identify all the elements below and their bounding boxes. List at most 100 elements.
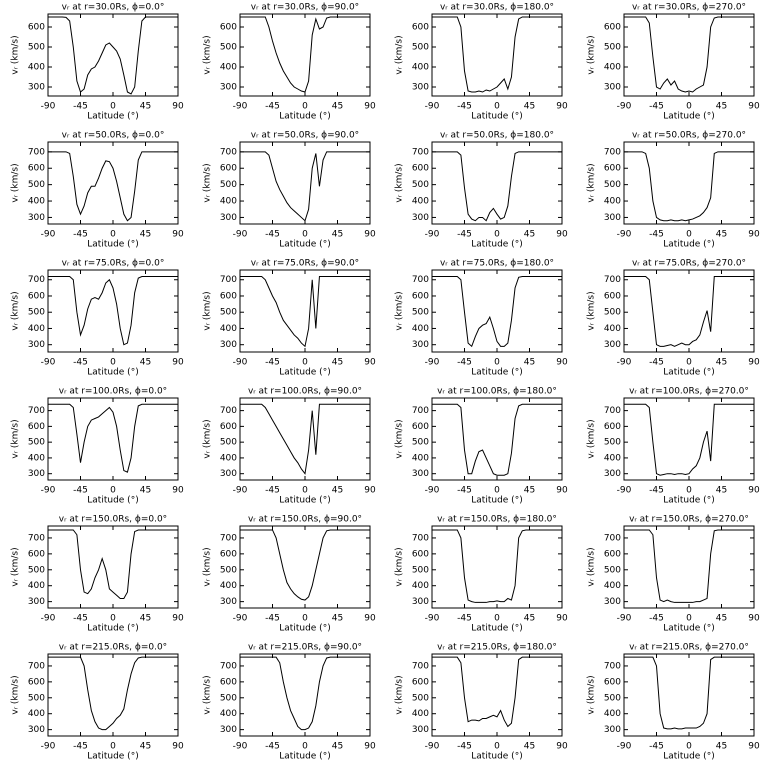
x-tick-label: 45 bbox=[524, 486, 535, 496]
x-axis-label: Latitude (°) bbox=[663, 112, 714, 122]
y-tick-label: 500 bbox=[28, 438, 45, 448]
x-tick-label: -90 bbox=[233, 742, 248, 752]
data-line bbox=[624, 656, 754, 730]
y-tick-label: 400 bbox=[220, 709, 237, 719]
y-tick-label: 400 bbox=[220, 197, 237, 207]
x-tick-label: 90 bbox=[172, 486, 184, 496]
data-line bbox=[624, 403, 754, 476]
data-line bbox=[432, 276, 562, 348]
x-axis-label: Latitude (°) bbox=[87, 752, 138, 762]
chart-title: vᵣ at r=50.0Rs, ϕ=270.0° bbox=[632, 131, 746, 141]
x-axis-label: Latitude (°) bbox=[663, 240, 714, 250]
y-tick-label: 600 bbox=[28, 677, 45, 687]
x-tick-label: -90 bbox=[617, 358, 632, 368]
x-tick-label: 90 bbox=[364, 614, 376, 624]
y-tick-label: 500 bbox=[604, 180, 621, 190]
plot-frame bbox=[47, 141, 179, 225]
y-tick-label: 700 bbox=[220, 533, 237, 543]
y-tick-label: 300 bbox=[220, 83, 237, 93]
y-tick-label: 400 bbox=[604, 453, 621, 463]
x-axis-label: Latitude (°) bbox=[279, 368, 330, 378]
x-tick-label: 45 bbox=[716, 486, 727, 496]
y-tick-label: 500 bbox=[412, 693, 429, 703]
y-tick-label: 400 bbox=[220, 581, 237, 591]
x-tick-label: -45 bbox=[73, 614, 88, 624]
x-tick-label: -90 bbox=[425, 742, 440, 752]
x-tick-label: 0 bbox=[110, 230, 116, 240]
y-tick-label: 700 bbox=[604, 147, 621, 157]
plot-frame bbox=[239, 13, 371, 97]
x-tick-label: -45 bbox=[73, 486, 88, 496]
y-tick-label: 600 bbox=[604, 291, 621, 301]
x-tick-label: -45 bbox=[73, 742, 88, 752]
x-axis-label: Latitude (°) bbox=[87, 496, 138, 506]
x-axis-label: Latitude (°) bbox=[279, 240, 330, 250]
y-axis-label: vᵣ (km/s) bbox=[11, 163, 21, 202]
y-tick-label: 400 bbox=[412, 324, 429, 334]
x-tick-label: 45 bbox=[140, 486, 151, 496]
x-tick-label: -90 bbox=[41, 102, 56, 112]
y-tick-label: 500 bbox=[412, 308, 429, 318]
y-tick-label: 700 bbox=[220, 661, 237, 671]
y-tick-label: 300 bbox=[412, 83, 429, 93]
x-tick-label: 45 bbox=[140, 230, 151, 240]
y-tick-label: 700 bbox=[28, 275, 45, 285]
y-tick-label: 600 bbox=[604, 164, 621, 174]
y-axis-label: vᵣ (km/s) bbox=[203, 291, 213, 330]
x-axis-label: Latitude (°) bbox=[471, 496, 522, 506]
x-tick-label: -90 bbox=[617, 742, 632, 752]
y-axis-label: vᵣ (km/s) bbox=[395, 419, 405, 458]
x-axis-label: Latitude (°) bbox=[471, 112, 522, 122]
y-tick-label: 600 bbox=[28, 422, 45, 432]
x-tick-label: -45 bbox=[649, 486, 664, 496]
chart-title: vᵣ at r=150.0Rs, ϕ=0.0° bbox=[59, 515, 167, 525]
x-tick-label: 90 bbox=[364, 742, 376, 752]
y-tick-label: 300 bbox=[604, 597, 621, 607]
y-tick-label: 500 bbox=[412, 43, 429, 53]
x-tick-label: 0 bbox=[686, 358, 692, 368]
x-tick-label: -90 bbox=[617, 102, 632, 112]
data-line bbox=[48, 16, 178, 95]
x-tick-label: 0 bbox=[302, 742, 308, 752]
y-tick-label: 500 bbox=[412, 180, 429, 190]
plot-frame bbox=[239, 525, 371, 609]
y-tick-label: 500 bbox=[220, 180, 237, 190]
x-tick-label: -45 bbox=[457, 486, 472, 496]
chart-title: vᵣ at r=50.0Rs, ϕ=90.0° bbox=[251, 131, 359, 141]
x-tick-label: -45 bbox=[649, 742, 664, 752]
y-tick-label: 300 bbox=[28, 83, 45, 93]
y-tick-label: 500 bbox=[604, 308, 621, 318]
y-axis-label: vᵣ (km/s) bbox=[395, 675, 405, 714]
x-tick-label: -45 bbox=[265, 102, 280, 112]
x-tick-label: -90 bbox=[41, 742, 56, 752]
x-axis-label: Latitude (°) bbox=[87, 240, 138, 250]
x-tick-label: 90 bbox=[172, 614, 184, 624]
x-tick-label: 45 bbox=[140, 742, 151, 752]
data-line bbox=[432, 403, 562, 476]
y-tick-label: 500 bbox=[220, 438, 237, 448]
y-tick-label: 400 bbox=[604, 709, 621, 719]
chart-title: vᵣ at r=30.0Rs, ϕ=180.0° bbox=[440, 3, 554, 13]
x-axis-label: Latitude (°) bbox=[279, 752, 330, 762]
x-tick-label: 90 bbox=[748, 486, 760, 496]
x-tick-label: -45 bbox=[73, 358, 88, 368]
y-tick-label: 400 bbox=[412, 581, 429, 591]
chart-title: vᵣ at r=75.0Rs, ϕ=180.0° bbox=[440, 259, 554, 269]
y-axis-label: vᵣ (km/s) bbox=[11, 419, 21, 458]
y-tick-label: 600 bbox=[28, 164, 45, 174]
x-tick-label: 45 bbox=[716, 230, 727, 240]
y-tick-label: 700 bbox=[604, 661, 621, 671]
x-tick-label: -45 bbox=[265, 614, 280, 624]
x-tick-label: -90 bbox=[233, 486, 248, 496]
y-tick-label: 300 bbox=[28, 725, 45, 735]
x-tick-label: 0 bbox=[110, 486, 116, 496]
data-line bbox=[48, 656, 178, 731]
y-tick-label: 500 bbox=[604, 565, 621, 575]
x-tick-label: 90 bbox=[748, 614, 760, 624]
x-tick-label: 0 bbox=[110, 358, 116, 368]
y-tick-label: 400 bbox=[412, 709, 429, 719]
y-tick-label: 400 bbox=[412, 63, 429, 73]
x-axis-label: Latitude (°) bbox=[471, 752, 522, 762]
x-tick-label: 45 bbox=[332, 230, 343, 240]
